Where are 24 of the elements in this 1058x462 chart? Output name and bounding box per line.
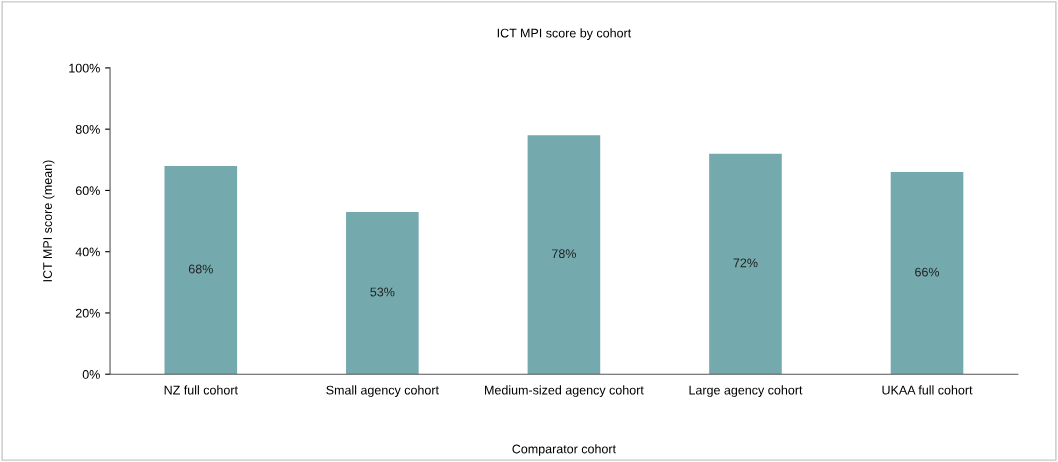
y-axis-title: ICT MPI score (mean)	[42, 160, 55, 282]
y-tick-label: 40%	[75, 247, 100, 257]
bar	[527, 135, 601, 375]
data-label: 66%	[915, 267, 940, 277]
x-tick-label: Small agency cohort	[326, 385, 439, 397]
y-tick-label: 80%	[75, 124, 100, 134]
bar	[709, 153, 782, 375]
x-tick-label: Medium-sized agency cohort	[485, 385, 644, 397]
bar	[164, 165, 238, 375]
chart-title: ICT MPI score by cohort	[497, 28, 632, 40]
bar	[346, 211, 419, 375]
y-tick-label: 100%	[69, 63, 100, 73]
x-tick-label: UKAA full cohort	[882, 385, 973, 395]
y-tick-label: 20%	[75, 308, 100, 318]
data-label: 68%	[188, 264, 213, 274]
data-label: 72%	[733, 258, 758, 268]
x-axis-title: Comparator cohort	[512, 444, 616, 456]
y-tick-label: 60%	[75, 186, 100, 196]
bar	[890, 172, 964, 375]
x-tick-label: Large agency cohort	[689, 385, 803, 397]
data-label: 53%	[370, 287, 395, 297]
y-tick-label: 0%	[82, 370, 100, 379]
data-label: 78%	[552, 249, 576, 259]
x-tick-label: NZ full cohort	[164, 385, 238, 395]
